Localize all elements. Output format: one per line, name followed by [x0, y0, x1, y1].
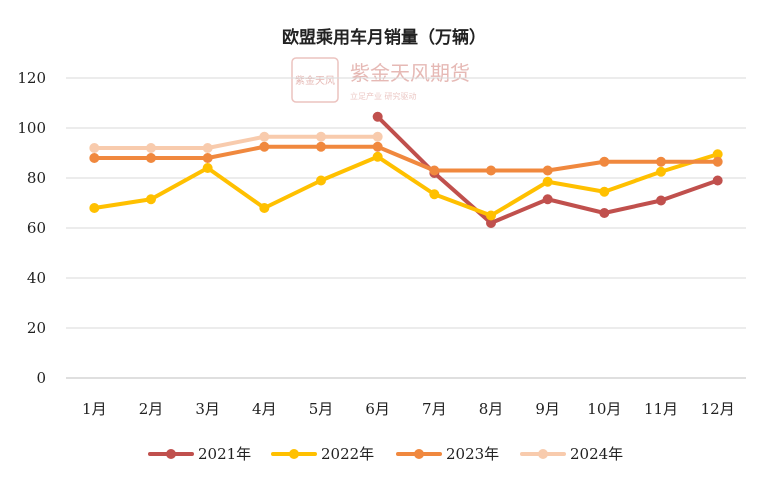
series-line	[92, 134, 380, 150]
data-point	[202, 143, 213, 153]
data-point	[89, 153, 100, 163]
legend-marker	[538, 449, 548, 459]
legend-item: 2021年	[148, 445, 251, 463]
data-point	[599, 156, 610, 167]
watermark-slogan: 立足产业 研究驱动	[350, 91, 417, 101]
legend-marker	[414, 449, 424, 459]
legend-label: 2023年	[446, 445, 499, 463]
legend-label: 2022年	[321, 445, 374, 463]
x-tick-label: 4月	[252, 400, 277, 418]
data-point	[656, 166, 666, 177]
data-point	[202, 163, 213, 173]
data-point	[316, 141, 326, 152]
data-point	[542, 165, 553, 176]
y-tick-label: 100	[17, 119, 46, 137]
x-tick-label: 10月	[587, 400, 621, 418]
data-point	[486, 218, 496, 228]
x-tick-label: 3月	[195, 400, 220, 418]
data-point	[486, 210, 496, 221]
x-tick-label: 12月	[701, 400, 735, 418]
watermark: 紫金天风 紫金天风期货 立足产业 研究驱动	[291, 57, 470, 103]
data-point	[712, 149, 723, 160]
series-line	[92, 144, 720, 173]
series-2022年	[89, 149, 723, 221]
data-point	[599, 208, 610, 218]
data-point	[599, 186, 610, 197]
series-2023年	[89, 141, 723, 176]
series-line	[92, 152, 720, 218]
series-group	[89, 111, 723, 228]
legend-marker	[166, 449, 176, 459]
y-axis: 0 20 40 60 80 100 120	[17, 69, 46, 387]
data-point	[316, 131, 326, 142]
legend-item: 2024年	[520, 445, 623, 463]
data-point	[712, 175, 723, 186]
y-tick-label: 120	[17, 69, 46, 87]
data-point	[542, 176, 553, 187]
y-tick-label: 0	[36, 369, 46, 387]
data-point	[429, 165, 440, 176]
data-point	[372, 151, 383, 162]
y-tick-label: 40	[27, 269, 46, 287]
data-point	[712, 156, 723, 167]
series-2024年	[89, 131, 383, 153]
legend-item: 2022年	[271, 445, 374, 463]
data-point	[146, 143, 156, 153]
y-tick-label: 20	[27, 319, 46, 337]
data-point	[259, 203, 270, 213]
chart-title: 欧盟乘用车月销量（万辆）	[282, 27, 486, 48]
data-point	[259, 141, 270, 152]
legend: 2021年 2022年 2023年 2024年	[148, 445, 623, 463]
data-point	[656, 156, 666, 167]
x-axis: 1月 2月 3月 4月 5月 6月 7月 8月 9月 10月 11月 12月	[82, 400, 735, 418]
data-point	[656, 195, 666, 206]
x-tick-label: 2月	[139, 400, 164, 418]
x-tick-label: 8月	[479, 400, 504, 418]
data-point	[372, 141, 383, 152]
y-tick-label: 80	[27, 169, 46, 187]
x-tick-label: 1月	[82, 400, 107, 418]
data-point	[486, 165, 496, 176]
data-point	[89, 143, 100, 153]
data-point	[542, 194, 553, 205]
data-point	[146, 194, 156, 205]
data-point	[89, 203, 100, 213]
x-tick-label: 6月	[365, 400, 390, 418]
legend-label: 2024年	[570, 445, 623, 463]
watermark-name: 紫金天风期货	[350, 61, 470, 85]
x-tick-label: 11月	[644, 400, 678, 418]
x-tick-label: 7月	[422, 400, 447, 418]
data-point	[259, 131, 270, 142]
y-tick-label: 60	[27, 219, 46, 237]
legend-label: 2021年	[198, 445, 251, 463]
watermark-logo-box	[291, 57, 339, 103]
x-tick-label: 9月	[535, 400, 560, 418]
legend-item: 2023年	[396, 445, 499, 463]
watermark-logo-text: 紫金天风	[295, 74, 335, 87]
data-point	[372, 111, 383, 122]
legend-marker	[289, 449, 299, 459]
data-point	[316, 175, 326, 186]
x-tick-label: 5月	[309, 400, 334, 418]
grid	[66, 77, 746, 379]
data-point	[429, 189, 440, 200]
data-point	[202, 153, 213, 163]
data-point	[372, 131, 383, 142]
data-point	[146, 153, 156, 163]
